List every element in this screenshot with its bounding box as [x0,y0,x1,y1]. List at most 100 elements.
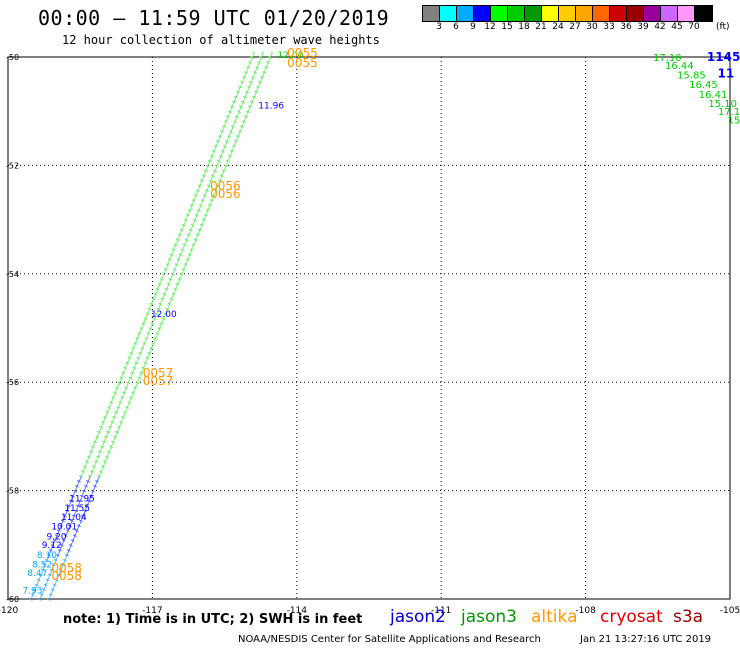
colorbar-swatch [576,6,593,21]
track-glyph: 1 [112,405,121,416]
track-glyph: 1 [205,179,214,190]
colorbar-tick-label: 9 [470,22,476,32]
track-glyph: 1 [194,228,203,239]
track-glyph: 1 [216,129,225,140]
track-glyph: 1 [89,440,98,451]
track-glyph: 1 [42,578,51,589]
track-glyph: 1 [75,474,84,485]
track-glyph: 1 [83,455,92,466]
track-glyph: 1 [142,331,151,342]
track-glyph: 1 [203,184,212,195]
track-glyph: 1 [113,381,122,392]
track-glyph: 1 [220,164,229,175]
track-glyph: 1 [206,154,215,165]
track-glyph: 1 [244,60,253,71]
track-glyph: 1 [77,469,86,480]
track-glyph: 1 [109,391,118,402]
track-glyph: 1 [220,120,229,131]
track-glyph: 1 [248,95,257,106]
track-glyph: 1 [178,223,187,234]
swh-label: 11 [717,66,734,80]
swh-label: 16.45 [689,80,718,91]
track-glyph: 1 [131,336,140,347]
track-glyph: 1 [56,543,65,554]
lat-tick-label: -58 [6,487,19,496]
colorbar-swatch [491,6,508,21]
track-glyph: 1 [204,203,213,214]
swh-label: 10.01 [51,523,77,533]
time-label: 0057 [143,366,174,380]
track-glyph: 1 [139,317,148,328]
track-glyph: 1 [62,528,71,539]
track-glyph: 1 [210,188,219,199]
track-glyph: 1 [199,193,208,204]
track-glyph: 1 [146,302,155,313]
track-glyph: 1 [54,548,63,559]
track-glyph: 1 [31,583,40,594]
track-glyph: 1 [59,514,68,525]
legend-altika: altika [531,607,578,627]
track-glyph: 1 [196,223,205,234]
track-glyph: 1 [123,356,132,367]
legend-cryosat: cryosat [600,607,663,627]
track-glyph: 1 [228,100,237,111]
colorbar-tick-label: 30 [586,22,598,32]
track-glyph: 1 [230,95,239,106]
track-glyph: 1 [119,410,128,421]
track-glyph: 1 [264,55,273,66]
track-glyph: 1 [58,538,67,549]
colorbar-swatch [695,6,712,21]
track-glyph: 1 [230,139,239,150]
track-glyph: 1 [55,524,64,535]
track-glyph: 1 [257,51,266,62]
track-glyph: 1 [107,440,116,451]
track-glyph: 1 [229,120,238,131]
track-glyph: 1 [102,430,111,441]
track-glyph: 1 [85,450,94,461]
track-glyph: 1 [73,524,82,535]
time-label: 0058 [51,561,82,575]
legend-jason2: jason2 [390,607,446,627]
track-glyph: 1 [173,257,182,268]
track-glyph: 1 [123,400,132,411]
track-glyph: 1 [222,115,231,126]
swh-label: 17.10 [653,53,682,64]
time-label: 0056 [210,179,241,193]
swh-label: 16.41 [699,90,728,101]
track-glyph: 1 [118,391,127,402]
track-glyph: 1 [115,420,124,431]
track-glyph: 1 [137,322,146,333]
track-glyph: 1 [109,435,118,446]
track-glyph: 1 [163,282,172,293]
track-glyph: 1 [77,514,86,525]
track-glyph: 1 [226,149,235,160]
track-glyph: 1 [50,558,59,569]
track-glyph: 1 [72,504,81,515]
swh-label: 1145 [707,50,740,64]
track-glyph: 1 [161,307,170,318]
track-glyph: 1 [158,272,167,283]
track-glyph: 1 [103,450,112,461]
track-glyph: 1 [260,65,269,76]
track-glyph: 1 [122,381,131,392]
lon-tick-label: -120 [0,606,18,616]
track-glyph: 1 [46,568,55,579]
track-glyph: 1 [104,425,113,436]
track-glyph: 1 [95,469,104,480]
colorbar-tick-label: 24 [552,22,564,32]
track-glyph: 1 [225,129,234,140]
track-glyph: 1 [223,134,232,145]
track-glyph: 1 [133,331,142,342]
map-subtitle: 12 hour collection of altimeter wave hei… [62,33,380,47]
track-glyph: 1 [243,85,252,96]
track-glyph: 1 [69,489,78,500]
track-glyph: 1 [233,110,242,121]
colorbar-tick-label: 15 [501,22,513,32]
colorbar-tick-label: 33 [603,22,615,32]
track-glyph: 1 [228,144,237,155]
track-glyph: 1 [212,139,221,150]
track-glyph: 1 [179,243,188,254]
track-glyph: 1 [216,174,225,185]
track-glyph: 1 [157,317,166,328]
track-glyph: 1 [69,533,78,544]
